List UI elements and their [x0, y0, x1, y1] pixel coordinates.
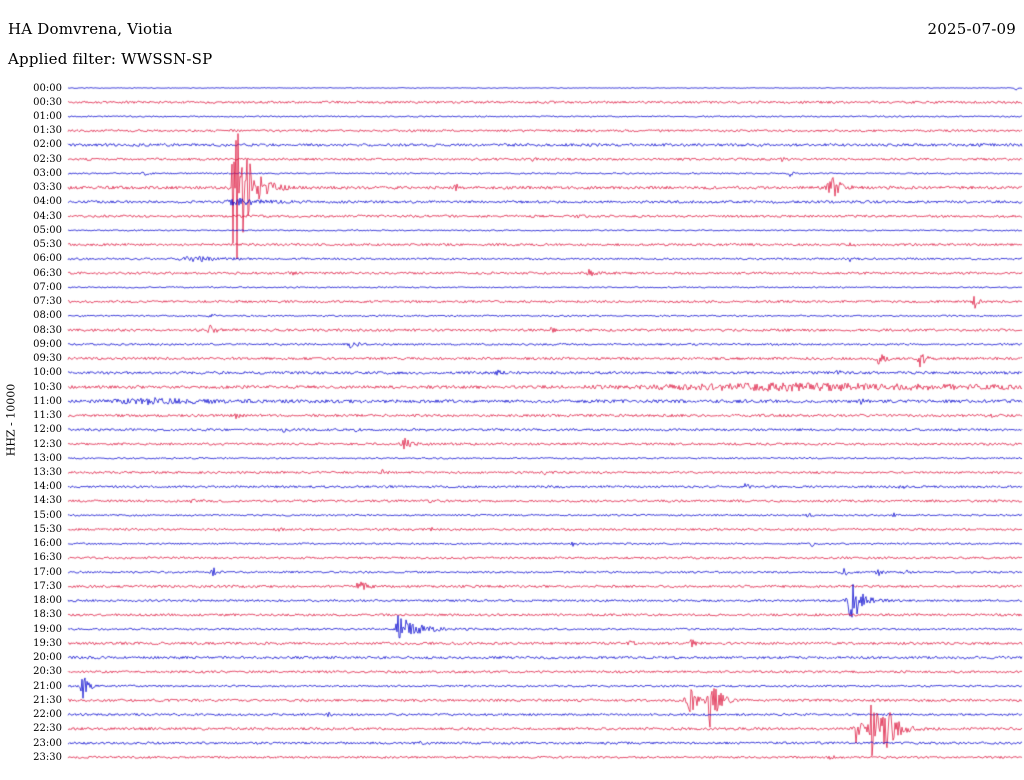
row-time-label: 20:30 — [33, 666, 62, 678]
row-time-label: 23:00 — [33, 737, 62, 749]
row-time-label: 17:00 — [33, 566, 62, 578]
row-time-label: 12:30 — [33, 438, 62, 450]
row-time-label: 18:00 — [33, 595, 62, 607]
row-time-label: 09:00 — [33, 338, 62, 350]
row-time-label: 11:30 — [33, 410, 62, 422]
row-time-label: 13:00 — [33, 452, 62, 464]
row-time-label: 12:00 — [33, 424, 62, 436]
row-time-label: 09:30 — [33, 353, 62, 365]
row-time-label: 06:00 — [33, 253, 62, 265]
row-time-label: 10:30 — [33, 381, 62, 393]
row-time-label: 06:30 — [33, 267, 62, 279]
row-time-label: 16:30 — [33, 552, 62, 564]
row-time-label: 14:00 — [33, 481, 62, 493]
row-time-label: 02:00 — [33, 139, 62, 151]
row-time-label: 04:00 — [33, 196, 62, 208]
row-time-label: 23:30 — [33, 751, 62, 763]
row-time-label: 15:30 — [33, 523, 62, 535]
row-time-label: 00:30 — [33, 96, 62, 108]
row-time-label: 02:30 — [33, 153, 62, 165]
row-time-label: 03:30 — [33, 182, 62, 194]
row-time-label: 19:00 — [33, 623, 62, 635]
row-time-label: 08:00 — [33, 310, 62, 322]
row-time-label: 01:00 — [33, 110, 62, 122]
row-time-label: 21:00 — [33, 680, 62, 692]
row-time-label: 11:00 — [33, 395, 62, 407]
row-time-label: 17:30 — [33, 580, 62, 592]
row-time-label: 22:30 — [33, 723, 62, 735]
row-time-label: 14:30 — [33, 495, 62, 507]
row-time-label: 08:30 — [33, 324, 62, 336]
row-time-label: 07:30 — [33, 296, 62, 308]
row-time-label: 00:00 — [33, 82, 62, 94]
row-time-label: 07:00 — [33, 281, 62, 293]
row-time-label: 15:00 — [33, 509, 62, 521]
row-time-label: 21:30 — [33, 694, 62, 706]
row-time-label: 05:30 — [33, 239, 62, 251]
row-time-label: 18:30 — [33, 609, 62, 621]
row-time-label: 16:00 — [33, 538, 62, 550]
row-time-label: 20:00 — [33, 652, 62, 664]
row-time-label: 03:00 — [33, 167, 62, 179]
row-time-label: 13:30 — [33, 466, 62, 478]
row-time-label: 05:00 — [33, 224, 62, 236]
row-time-label: 22:00 — [33, 709, 62, 721]
row-time-label: 19:30 — [33, 637, 62, 649]
time-axis: 00:00 00:30 01:00 01:30 02:00 02:30 03:00 03:30… — [0, 0, 64, 780]
row-time-label: 04:30 — [33, 210, 62, 222]
row-time-label: 01:30 — [33, 125, 62, 137]
row-time-label: 10:00 — [33, 367, 62, 379]
